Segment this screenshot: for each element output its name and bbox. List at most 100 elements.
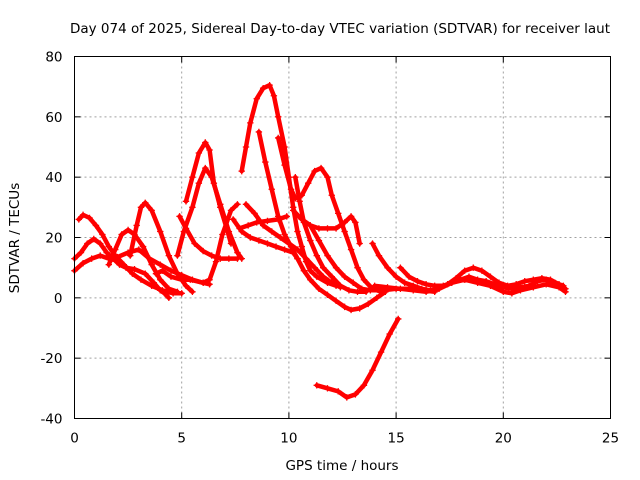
y-tick-label: -20: [40, 351, 62, 367]
data-point: [229, 216, 237, 223]
data-point: [208, 252, 215, 259]
data-point: [294, 246, 301, 253]
data-point: [234, 201, 241, 208]
data-point: [103, 249, 110, 256]
y-tick-label: 60: [45, 110, 62, 126]
data-point: [332, 297, 340, 305]
data-point: [347, 306, 355, 314]
data-point: [274, 134, 282, 142]
y-axis-label: SDTVAR / TECUs: [7, 183, 23, 293]
series-layer: [71, 81, 569, 401]
data-point: [225, 228, 233, 235]
data-point: [315, 225, 323, 232]
data-point: [555, 284, 563, 291]
data-point: [405, 273, 413, 280]
data-point: [367, 287, 374, 294]
data-point: [105, 243, 113, 250]
data-point: [422, 281, 430, 288]
data-point: [307, 276, 314, 283]
data-point: [157, 228, 164, 235]
data-point: [517, 287, 524, 294]
data-point: [133, 222, 140, 229]
data-point: [281, 161, 288, 169]
data-point: [337, 282, 344, 289]
data-point: [410, 287, 417, 294]
data-point: [99, 231, 106, 238]
data-point: [88, 255, 95, 262]
series-arc4: [105, 226, 181, 295]
data-point: [341, 228, 348, 235]
series-arc9: [176, 213, 241, 262]
data-point: [294, 228, 301, 235]
y-tick-label: 0: [54, 291, 63, 307]
data-point: [360, 276, 368, 283]
y-tick-label: 80: [45, 50, 62, 66]
data-point: [202, 139, 209, 146]
data-point: [234, 255, 241, 262]
data-point: [343, 394, 350, 401]
data-point: [157, 261, 164, 268]
data-point: [341, 219, 348, 226]
data-point: [292, 173, 299, 181]
x-tick-label: 5: [177, 431, 186, 447]
series-line: [76, 212, 184, 296]
data-point: [294, 255, 301, 262]
data-point: [313, 382, 320, 389]
series-line: [239, 82, 339, 289]
data-point: [307, 267, 314, 274]
y-tick-label: -40: [40, 412, 62, 428]
data-point: [335, 210, 342, 217]
data-point: [195, 149, 203, 157]
data-point: [397, 285, 404, 292]
data-point: [167, 267, 175, 274]
series-line: [106, 227, 180, 295]
data-point: [352, 391, 359, 398]
data-point: [238, 228, 245, 235]
data-point: [324, 291, 331, 299]
data-point: [79, 211, 87, 219]
chart-title: Day 074 of 2025, Sidereal Day-to-day VTE…: [70, 21, 610, 37]
data-point: [324, 225, 331, 232]
data-point: [208, 173, 215, 181]
data-point: [217, 255, 224, 262]
data-point: [165, 285, 173, 292]
data-point: [422, 288, 430, 295]
data-point: [369, 240, 376, 247]
data-point: [148, 282, 155, 289]
data-point: [315, 237, 323, 244]
data-point: [474, 279, 481, 286]
data-point: [315, 285, 323, 292]
data-point: [225, 255, 233, 262]
x-axis-label: GPS time / hours: [285, 458, 398, 474]
data-point: [508, 290, 516, 297]
y-tick-label: 40: [45, 170, 62, 186]
data-point: [345, 287, 353, 294]
data-point: [234, 249, 241, 256]
data-point: [320, 273, 327, 280]
data-point: [373, 294, 381, 302]
data-point: [365, 300, 372, 308]
data-point: [244, 222, 252, 229]
data-point: [478, 267, 486, 274]
data-point: [534, 278, 541, 285]
data-point: [191, 240, 198, 247]
data-point: [307, 222, 314, 229]
data-point: [174, 252, 181, 259]
series-arc19: [313, 315, 402, 401]
data-point: [354, 264, 361, 271]
data-point: [448, 279, 456, 286]
data-point: [341, 273, 348, 280]
data-point: [112, 246, 119, 253]
data-point: [272, 243, 280, 250]
y-tick-label: 20: [45, 231, 62, 247]
data-point: [287, 186, 295, 193]
data-point: [120, 261, 128, 268]
data-point: [189, 173, 196, 181]
data-point: [255, 128, 263, 136]
data-point: [174, 288, 181, 295]
data-point: [124, 226, 132, 234]
data-point: [274, 113, 282, 121]
data-point: [165, 252, 173, 259]
data-point: [324, 252, 331, 259]
data-point: [328, 279, 335, 286]
